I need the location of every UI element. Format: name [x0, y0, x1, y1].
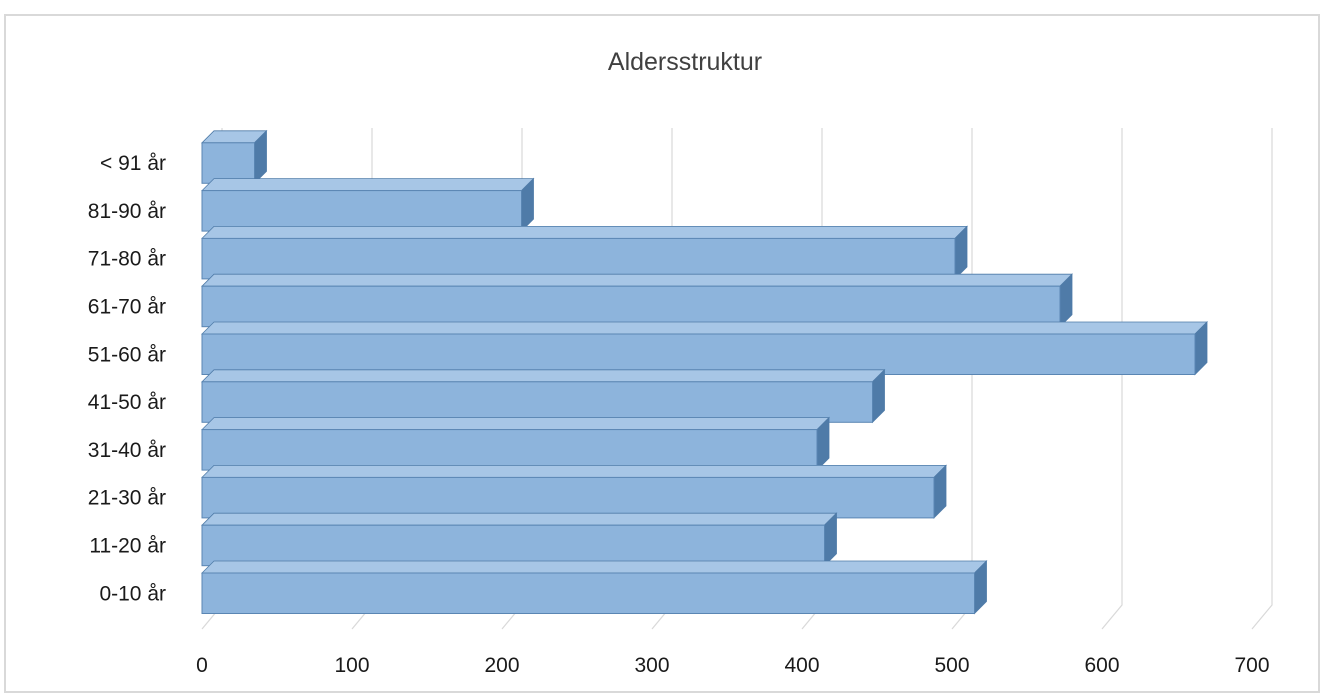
gridline	[951, 128, 973, 630]
x-tick-label: 300	[634, 654, 669, 677]
x-tick-label: 400	[784, 654, 819, 677]
bar	[201, 560, 988, 615]
x-tick-label: 100	[334, 654, 369, 677]
chart-title: Aldersstruktur	[608, 48, 762, 76]
gridline	[1101, 128, 1123, 630]
bar	[201, 273, 1073, 328]
bar	[201, 368, 886, 424]
bar	[201, 512, 838, 567]
category-label: 81-90 år	[88, 200, 166, 223]
category-label: 41-50 år	[88, 391, 166, 414]
bar	[201, 464, 947, 519]
x-tick-label: 200	[484, 654, 519, 677]
category-label: 71-80 år	[88, 248, 166, 271]
category-label: 61-70 år	[88, 295, 166, 318]
bar	[201, 321, 1208, 376]
category-label: 11-20 år	[89, 534, 166, 557]
bar	[201, 416, 830, 472]
bar	[201, 177, 535, 233]
category-label: < 91 år	[100, 152, 166, 175]
x-tick-label: 700	[1234, 654, 1269, 677]
bar	[201, 225, 968, 280]
category-label: 31-40 år	[88, 439, 166, 462]
x-tick-label: 0	[196, 654, 208, 677]
category-label: 0-10 år	[99, 582, 166, 605]
category-label: 51-60 år	[88, 343, 166, 366]
x-tick-labels: 0 100 200 300 400 500 600 700	[196, 654, 1269, 677]
category-label: 21-30 år	[88, 487, 166, 510]
bars	[201, 129, 1208, 615]
gridline	[1251, 128, 1273, 630]
x-tick-label: 500	[934, 654, 969, 677]
category-labels: < 91 år 81-90 år 71-80 år 61-70 år 51-60 år 4…	[88, 152, 166, 605]
bar	[201, 129, 268, 185]
x-tick-label: 600	[1084, 654, 1119, 677]
